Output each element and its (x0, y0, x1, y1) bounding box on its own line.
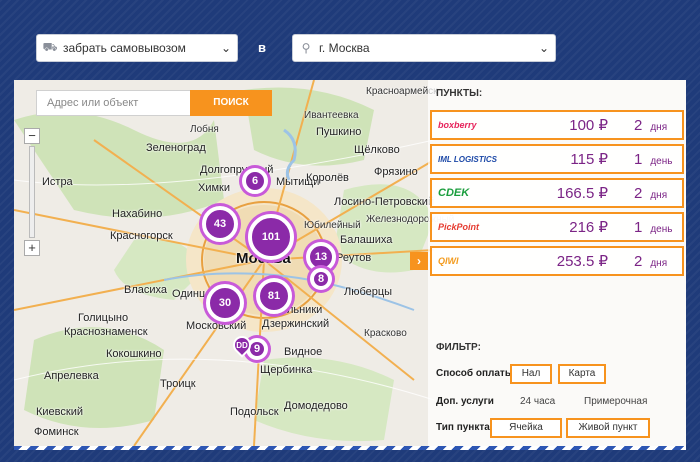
map-label: Железнодорожный (366, 214, 455, 225)
map-label: Власиха (124, 284, 168, 296)
point-price: 115 ₽ (570, 151, 608, 168)
payment-filter-label: Способ оплаты (436, 368, 514, 379)
map-label: Домодедово (284, 400, 348, 412)
map-label: Мытищи (276, 176, 320, 188)
payment-card-button[interactable]: Карта (558, 364, 606, 384)
point-days: 2 дня (634, 184, 668, 202)
service-24h[interactable]: 24 часа (520, 396, 556, 407)
map-label: Московский (186, 320, 247, 332)
map-label: Лосино-Петровский (334, 196, 435, 208)
map-label: Фоминск (34, 426, 79, 438)
type-locker-button[interactable]: Ячейка (490, 418, 562, 438)
boxberry-logo: boxberry (438, 120, 477, 130)
map-label: Лобня (190, 124, 219, 135)
zoom-out-button[interactable]: − (24, 128, 40, 144)
map-cluster[interactable]: 30 (206, 284, 244, 322)
map-label: Краснознаменск (64, 326, 148, 338)
qiwi-logo: QIWI (438, 256, 459, 266)
zoom-slider[interactable] (29, 146, 35, 238)
city-select[interactable]: ⚲ г. Москва ⌄ (292, 34, 556, 62)
type-staffed-point-button[interactable]: Живой пункт (566, 418, 650, 438)
map-label: Балашиха (340, 234, 393, 246)
services-filter-label: Доп. услуги (436, 396, 494, 407)
city-value: г. Москва (319, 41, 370, 55)
map-label: Истра (42, 176, 73, 188)
map-label: Кокошкино (106, 348, 162, 360)
map-label: Щербинка (260, 364, 313, 376)
bottom-stripe (14, 446, 686, 450)
point-price: 253.5 ₽ (556, 253, 608, 270)
point-price: 166.5 ₽ (556, 185, 608, 202)
map-label: Химки (198, 182, 231, 194)
search-button[interactable]: ПОИСК (190, 90, 272, 116)
map-label: Королёв (306, 172, 349, 184)
payment-cash-button[interactable]: Нал (510, 364, 552, 384)
iml-logo: IML LOGISTICS (438, 154, 497, 164)
point-price: 100 ₽ (569, 117, 608, 134)
point-days: 1 день (634, 218, 673, 236)
points-sidebar: ПУНКТЫ: boxberry 100 ₽ 2 дня IML LOGISTIC… (428, 80, 686, 446)
map-cluster[interactable]: 8 (310, 268, 332, 290)
pickup-point-row[interactable]: СDEK 166.5 ₽ 2 дня (430, 178, 684, 208)
pin-label: DD (236, 340, 248, 350)
map-label: Видное (284, 346, 323, 358)
point-price: 216 ₽ (569, 219, 608, 236)
map-label: Апрелевка (44, 370, 99, 382)
map-cluster[interactable]: 43 (202, 206, 238, 242)
map-label: Подольск (230, 406, 279, 418)
point-days: 1 день (634, 150, 673, 168)
chevron-down-icon: ⌄ (220, 41, 232, 55)
delivery-mode-select[interactable]: ⛟ забрать самовывозом ⌄ (36, 34, 238, 62)
map-label: Люберцы (344, 286, 393, 298)
map-label: Дзержинский (262, 318, 330, 330)
zoom-control: − + (24, 128, 40, 258)
map-cluster[interactable]: 6 (242, 168, 268, 194)
service-fitting-room[interactable]: Примерочная (584, 396, 648, 407)
map-label: Троицк (160, 378, 196, 390)
map-label: Щёлково (354, 144, 400, 156)
map-label: Киевский (36, 406, 83, 418)
pickup-icon: ⛟ (42, 40, 58, 54)
map-label: Ивантеевка (304, 110, 359, 121)
map-label: Фрязино (374, 166, 418, 178)
address-search-input[interactable]: Адрес или объект (36, 90, 196, 116)
map-label: Нахабино (112, 208, 163, 220)
pickup-point-row[interactable]: boxberry 100 ₽ 2 дня (430, 110, 684, 140)
map-panel: Зеленоград Истра Нахабино Химки Долгопру… (14, 80, 686, 446)
map-label: Реутов (336, 252, 372, 264)
pickup-point-row[interactable]: QIWI 253.5 ₽ 2 дня (430, 246, 684, 276)
points-title: ПУНКТЫ: (436, 88, 483, 99)
zoom-in-button[interactable]: + (24, 240, 40, 256)
map-label: Юбилейный (304, 220, 361, 231)
map-label: Красноармейск (366, 86, 438, 97)
point-days: 2 дня (634, 252, 668, 270)
map-cluster[interactable]: 81 (256, 278, 292, 314)
map-label: Пушкино (316, 126, 362, 138)
chevron-down-icon: ⌄ (538, 41, 550, 55)
filter-title: ФИЛЬТР: (436, 342, 481, 353)
pickup-point-row[interactable]: IML LOGISTICS 115 ₽ 1 день (430, 144, 684, 174)
type-filter-label: Тип пункта (436, 422, 490, 433)
delivery-mode-value: забрать самовывозом (63, 41, 186, 55)
map-cluster[interactable]: 101 (248, 214, 294, 260)
map-label: Красногорск (110, 230, 173, 242)
map-label: Красково (364, 328, 407, 339)
location-pin-icon: ⚲ (301, 41, 311, 55)
sidebar-toggle-button[interactable]: › (410, 252, 428, 270)
pickup-point-row[interactable]: PickPoint 216 ₽ 1 день (430, 212, 684, 242)
map-label: Голицыно (78, 312, 129, 324)
in-label: в (258, 40, 266, 55)
cdek-logo: СDEK (438, 187, 470, 199)
pickpoint-logo: PickPoint (438, 222, 480, 232)
point-days: 2 дня (634, 116, 668, 134)
map-label: Зеленоград (146, 142, 206, 154)
